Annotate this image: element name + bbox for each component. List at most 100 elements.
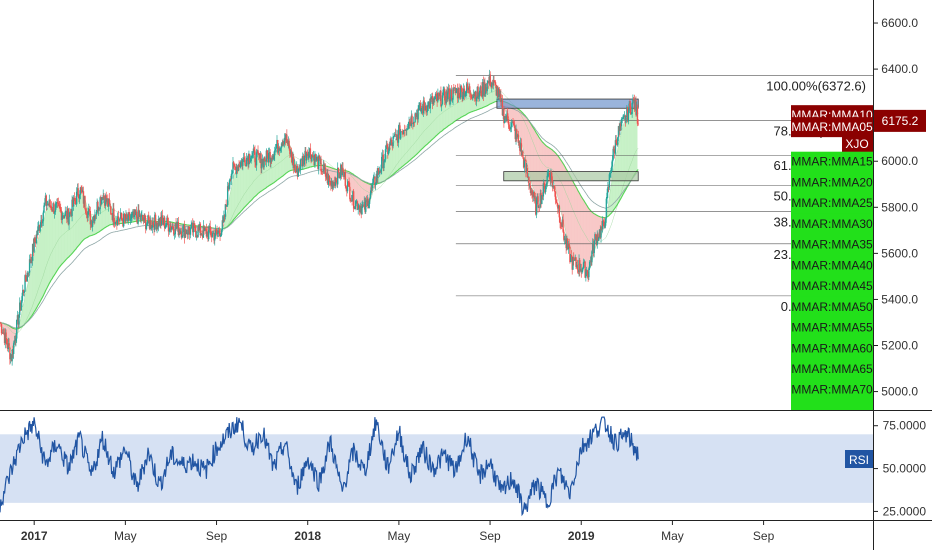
candle-body	[534, 197, 536, 199]
candle-body	[491, 82, 494, 86]
y-tick-label: 5000.0	[881, 385, 918, 399]
candle-body	[241, 160, 243, 166]
ribbon-segment	[391, 144, 394, 176]
candle-body	[100, 197, 102, 205]
candle-body	[286, 134, 288, 143]
candle-body	[336, 181, 338, 185]
candle-body	[582, 268, 584, 271]
candle-body	[463, 88, 466, 97]
ribbon-segment	[59, 205, 61, 268]
candle-body	[216, 230, 218, 234]
candle-body	[557, 205, 560, 209]
candle-body	[349, 199, 352, 202]
candle-body	[476, 86, 479, 98]
candle-body	[637, 123, 639, 125]
candle-body	[597, 234, 599, 241]
ribbon-segment	[276, 150, 278, 181]
candle-body	[437, 93, 440, 96]
candle-body	[337, 167, 340, 173]
candle-body	[55, 203, 57, 205]
candle-body	[591, 242, 594, 252]
ribbon-segment	[523, 114, 526, 156]
candle-body	[441, 95, 444, 105]
candle-body	[484, 87, 487, 94]
candle-body	[324, 167, 326, 170]
candle-body	[392, 136, 394, 147]
candle-body	[494, 81, 496, 83]
candle-body	[230, 179, 232, 180]
candle-body	[6, 339, 8, 345]
candle-body	[232, 162, 234, 174]
resistance-zone	[496, 98, 639, 109]
candle-body	[192, 223, 194, 233]
candle-body	[320, 158, 322, 172]
candle-body	[422, 105, 424, 114]
ribbon-segment	[516, 107, 518, 132]
ribbon-segment	[578, 191, 580, 266]
candle-body	[16, 315, 19, 320]
candlesticks	[0, 69, 639, 366]
ribbon-segment	[434, 98, 436, 138]
candle-body	[454, 87, 457, 93]
candle-body	[429, 98, 431, 109]
candle-body	[300, 159, 302, 161]
ribbon-segment	[526, 117, 529, 168]
series-tag-box	[791, 172, 873, 193]
slow-moving-average-line	[0, 105, 639, 329]
candle-body	[566, 238, 569, 250]
candle-body	[544, 185, 547, 192]
ribbon-segment	[31, 260, 34, 316]
candle-body	[207, 231, 209, 240]
candle-body	[248, 153, 250, 165]
candle-body	[88, 209, 90, 212]
ribbon-segment	[232, 176, 234, 222]
candle-body	[62, 215, 64, 217]
series-tag-label: MMAR:MMA40	[791, 258, 873, 272]
candle-body	[219, 233, 221, 237]
candle-body	[40, 220, 42, 227]
candle-body	[298, 168, 300, 170]
ribbon-segment	[380, 166, 383, 183]
candle-body	[538, 206, 540, 208]
candle-body	[513, 122, 515, 126]
ribbon-segment	[100, 204, 102, 232]
candle-body	[49, 199, 51, 207]
candle-body	[581, 270, 583, 273]
candle-body	[474, 91, 476, 97]
candle-body	[594, 234, 596, 241]
candle-body	[478, 95, 480, 97]
series-tag-box	[791, 359, 873, 379]
ribbon-segment	[40, 227, 43, 301]
ribbon-segment	[564, 166, 567, 234]
series-tag-label: MMAR:MMA20	[791, 175, 873, 189]
ribbon-segment	[420, 109, 422, 151]
candle-body	[204, 227, 206, 231]
candle-body	[148, 215, 150, 221]
candle-body	[176, 221, 179, 228]
candle-body	[193, 223, 195, 226]
candle-body	[551, 172, 553, 181]
candle-body	[141, 215, 143, 216]
candle-body	[388, 143, 391, 151]
candle-body	[390, 139, 393, 143]
candle-body	[489, 74, 491, 87]
candle-body	[121, 219, 123, 222]
ribbon-segment	[62, 211, 64, 264]
candle-body	[86, 214, 88, 218]
candle-body	[360, 206, 362, 215]
ribbon-segment	[428, 106, 430, 144]
candle-body	[468, 86, 470, 90]
candle-body	[557, 203, 559, 209]
ribbon-segment	[247, 160, 249, 205]
candle-body	[199, 224, 202, 236]
ribbon-segment	[349, 171, 351, 190]
series-tag: MMAR:MMA30	[791, 213, 873, 234]
ribbon-segment	[538, 136, 541, 202]
candle-body	[127, 212, 129, 221]
candle-body	[515, 129, 517, 140]
ribbon-segment	[279, 149, 281, 179]
ribbon-segment	[270, 157, 272, 185]
candle-body	[576, 264, 579, 270]
candle-body	[411, 115, 413, 124]
ribbon-segment	[408, 126, 410, 162]
